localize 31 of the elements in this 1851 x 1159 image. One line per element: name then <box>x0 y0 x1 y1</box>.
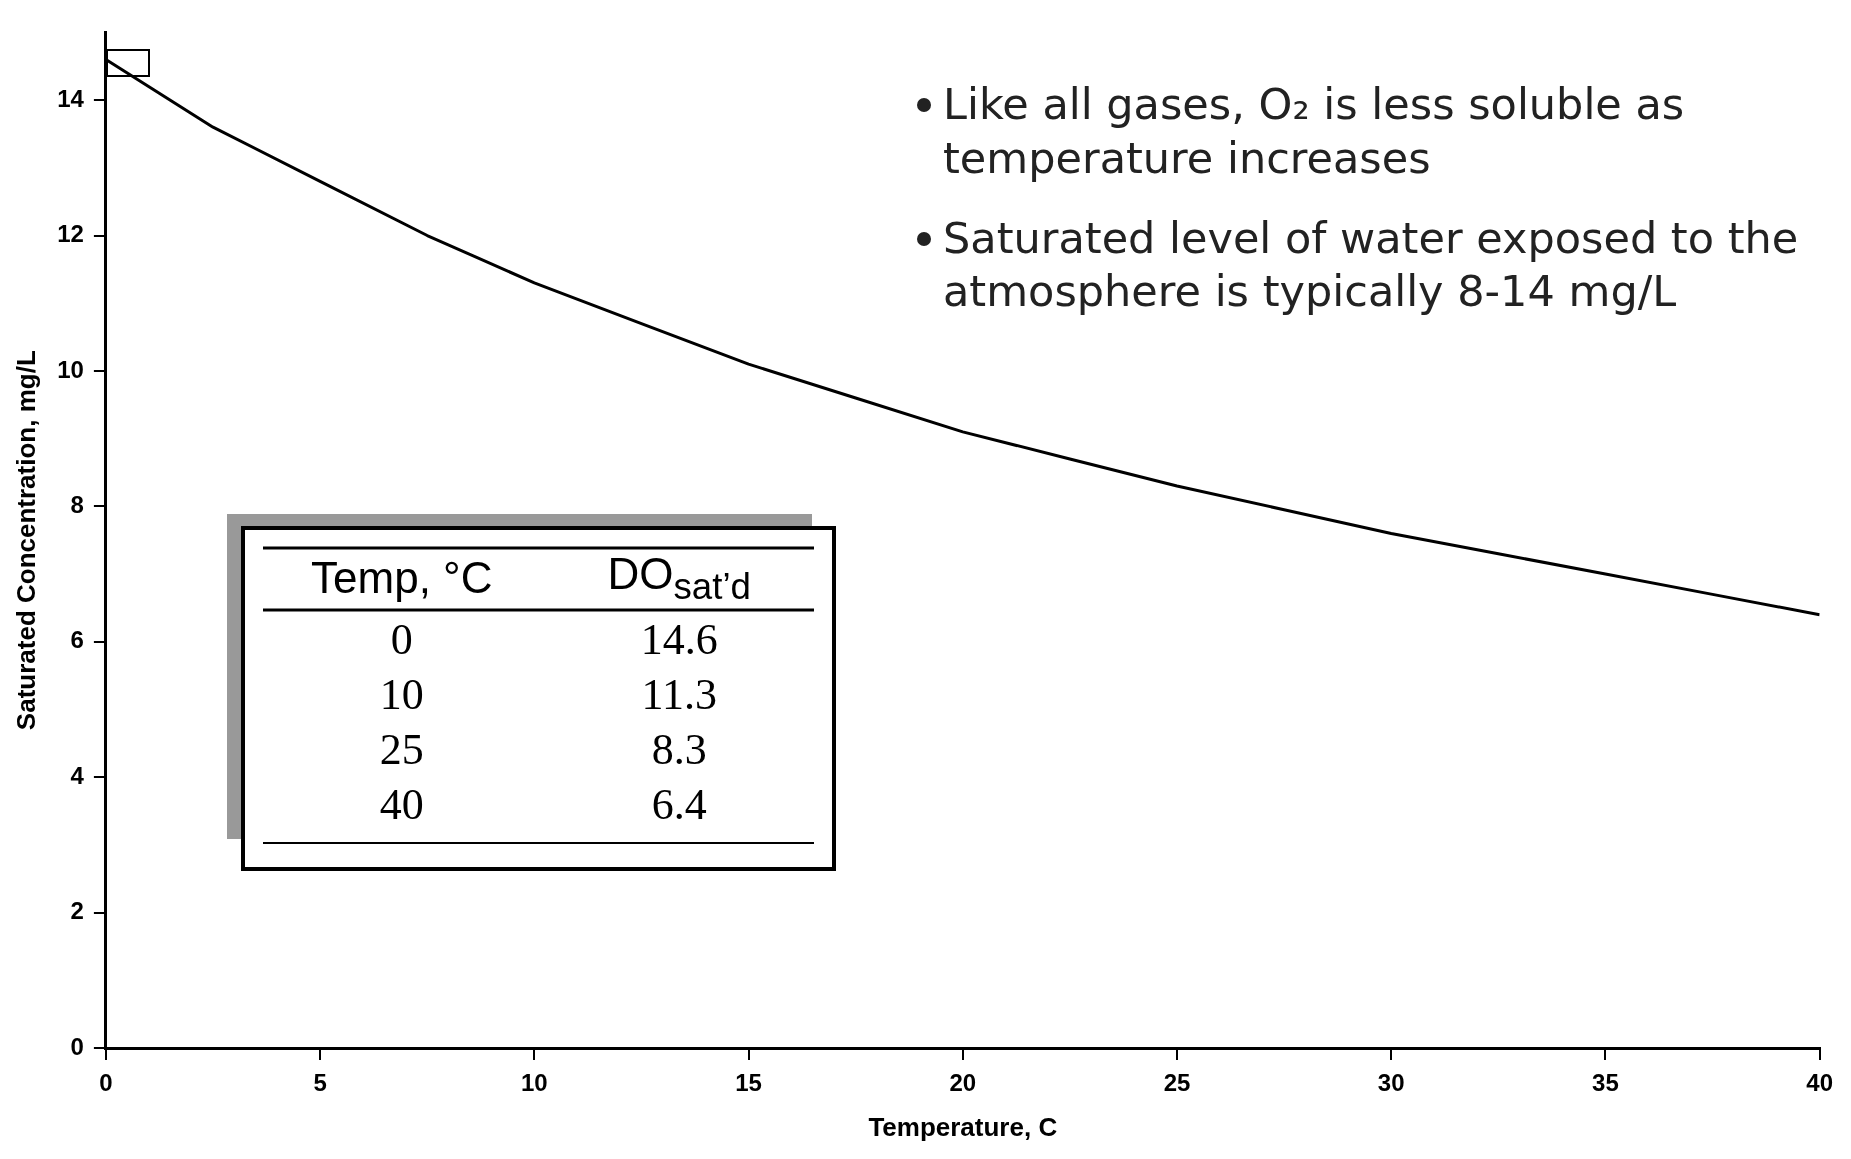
annotation: 11.3 <box>640 669 718 721</box>
annotation: 8.3 <box>650 724 708 776</box>
y-tick-label: 8 <box>70 490 84 518</box>
x-tick-label: 10 <box>520 1069 548 1097</box>
y-tick-label: 6 <box>70 626 84 654</box>
annotation: Temp, °C <box>310 553 494 603</box>
x-tick-label: 30 <box>1377 1069 1405 1097</box>
y-tick-label: 12 <box>57 220 84 248</box>
x-tick-label: 20 <box>949 1069 977 1097</box>
annotation: 14.6 <box>639 614 719 666</box>
y-tick-label: 14 <box>57 84 85 112</box>
y-tick-label: 0 <box>70 1032 84 1060</box>
x-tick-label: 35 <box>1592 1069 1619 1097</box>
annotation: 40 <box>378 779 425 831</box>
annotation: Like all gases, O₂ is less soluble as temperature increases <box>943 78 1686 185</box>
x-axis-title: Temperature, C <box>868 1111 1058 1142</box>
annotation: Saturated level of water exposed to the atmosphere is typically 8-14 mg/L <box>943 211 1800 319</box>
annotation: 6.4 <box>650 779 708 831</box>
y-tick-label: 4 <box>70 761 85 789</box>
annotation: 0 <box>389 614 414 666</box>
annotation: 10 <box>378 669 425 721</box>
x-tick-label: 40 <box>1806 1069 1833 1097</box>
annotation: DO$_{sat’d}$ <box>606 548 752 608</box>
annotation: 25 <box>378 724 425 776</box>
y-tick-label: 2 <box>70 897 84 925</box>
y-axis-title: Saturated Concentration, mg/L <box>10 350 41 731</box>
x-tick-label: 25 <box>1163 1069 1191 1097</box>
x-tick-label: 5 <box>313 1069 327 1097</box>
x-tick-label: 15 <box>735 1069 762 1097</box>
y-tick-label: 10 <box>57 355 84 383</box>
x-tick-label: 0 <box>99 1069 113 1097</box>
